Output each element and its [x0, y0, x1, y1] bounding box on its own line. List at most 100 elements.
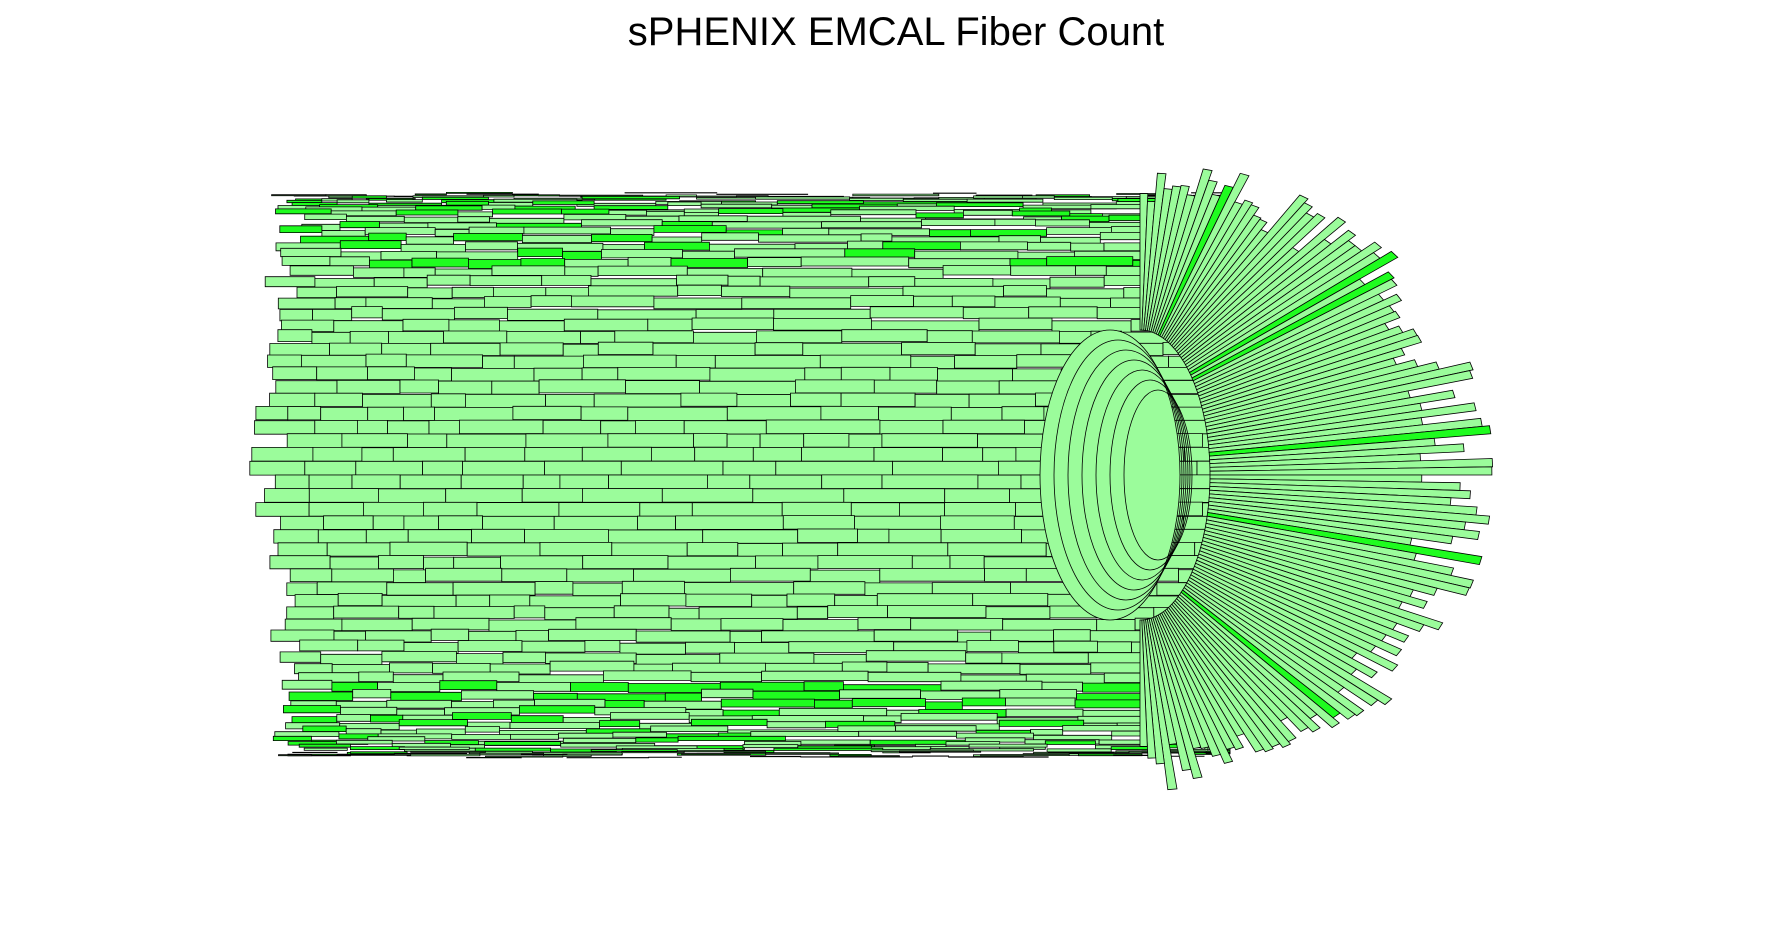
- endcap-tower: [1164, 204, 1260, 342]
- tower-cell: [1051, 320, 1132, 333]
- endcap-tower: [1183, 584, 1365, 717]
- tower-cell: [1030, 729, 1064, 736]
- tower-cell: [279, 225, 323, 234]
- tower-cell: [541, 274, 592, 286]
- tower-cell: [298, 743, 351, 748]
- tower-cell: [734, 642, 790, 654]
- tower-cell: [422, 501, 478, 517]
- tower-cell: [465, 241, 518, 251]
- tower-cell: [365, 630, 432, 643]
- tower-cell: [942, 419, 1025, 435]
- tower-cell: [755, 555, 819, 570]
- tower-cell: [294, 594, 339, 608]
- tower-cell: [522, 474, 561, 490]
- tower-cell: [448, 319, 500, 332]
- tower-cell: [564, 266, 599, 277]
- tower-cell: [639, 502, 693, 517]
- bore-ring: [1067, 349, 1185, 601]
- tower-cell: [819, 354, 912, 369]
- tower-cell: [951, 295, 996, 308]
- tower-cell: [873, 379, 938, 394]
- tower-cell: [532, 200, 595, 205]
- tower-cell: [491, 380, 540, 395]
- endcap-tower: [1179, 216, 1347, 359]
- tower-cell: [827, 605, 888, 618]
- tower-cell: [961, 697, 1006, 707]
- tower-cell: [312, 308, 353, 322]
- tower-cell: [281, 679, 333, 690]
- tower-cell: [675, 354, 716, 369]
- tower-cell: [685, 593, 753, 607]
- tower-cell: [340, 706, 398, 715]
- tower-cell: [468, 226, 525, 235]
- tower-cell: [311, 331, 351, 345]
- tower-cell: [451, 286, 494, 299]
- tower-cell: [455, 594, 491, 608]
- tower-cell: [498, 320, 565, 333]
- tower-cell: [524, 447, 583, 462]
- tower-cell: [561, 208, 610, 215]
- tower-cell: [446, 433, 527, 449]
- endcap-tower: [1187, 576, 1393, 706]
- tower-cell: [288, 691, 354, 701]
- tower-cell: [352, 267, 405, 278]
- tower-cell: [675, 515, 784, 530]
- tower-cell: [754, 342, 804, 356]
- tower-cell: [491, 265, 566, 276]
- tower-cell: [747, 257, 802, 268]
- tower-cell: [464, 726, 500, 733]
- tower-cell: [460, 690, 534, 700]
- tower-cell: [255, 405, 289, 421]
- tower-cell: [398, 719, 468, 727]
- tower-cell: [316, 581, 388, 595]
- endcap-tower: [1201, 334, 1423, 410]
- tower-cell: [492, 208, 562, 215]
- tower-cell: [499, 342, 564, 356]
- tower-cell: [426, 274, 471, 286]
- tower-cell: [985, 606, 1051, 619]
- tower-cell: [635, 420, 685, 435]
- tower-cell: [489, 663, 551, 675]
- tower-cell: [534, 581, 574, 595]
- tower-cell: [936, 380, 1000, 395]
- tower-cell: [782, 542, 839, 557]
- tower-cell: [251, 446, 314, 462]
- endcap-tower: [1200, 543, 1444, 631]
- tower-cell: [820, 405, 879, 421]
- tower-cell: [972, 593, 1049, 607]
- tower-cell: [485, 755, 564, 758]
- tower-cell: [566, 568, 634, 583]
- tower-cell: [686, 542, 739, 557]
- tower-cell: [323, 515, 374, 530]
- tower-cell: [279, 309, 314, 322]
- tower-cell: [690, 671, 762, 683]
- tower-cell: [439, 680, 498, 690]
- inner-bore: [1039, 329, 1193, 621]
- tower-cell: [610, 228, 655, 236]
- tower-cell: [965, 652, 1003, 664]
- tower-cell: [398, 605, 435, 619]
- tower-cell: [691, 718, 768, 726]
- tower-cell: [336, 379, 401, 394]
- tower-cell: [410, 750, 486, 753]
- tower-cell: [847, 240, 884, 250]
- tower-cell: [357, 639, 405, 652]
- tower-cell: [727, 275, 761, 287]
- tower-cell: [676, 274, 729, 286]
- tower-cell: [729, 630, 762, 643]
- tower-cell: [428, 420, 460, 435]
- endcap-tower: [1182, 229, 1357, 363]
- tower-cell: [683, 420, 767, 435]
- tower-cell: [627, 406, 728, 422]
- tower-cell: [759, 276, 870, 288]
- tower-cell: [320, 406, 369, 422]
- tower-cell: [1096, 619, 1136, 632]
- tower-cell: [314, 392, 363, 407]
- endcap-tower: [1159, 172, 1250, 338]
- tower-cell: [303, 747, 348, 751]
- tower-cell: [308, 502, 364, 517]
- tower-cell: [886, 661, 929, 673]
- tower-cell: [668, 607, 700, 621]
- endcap-tower: [1150, 617, 1203, 779]
- endcap-tower: [1139, 193, 1149, 331]
